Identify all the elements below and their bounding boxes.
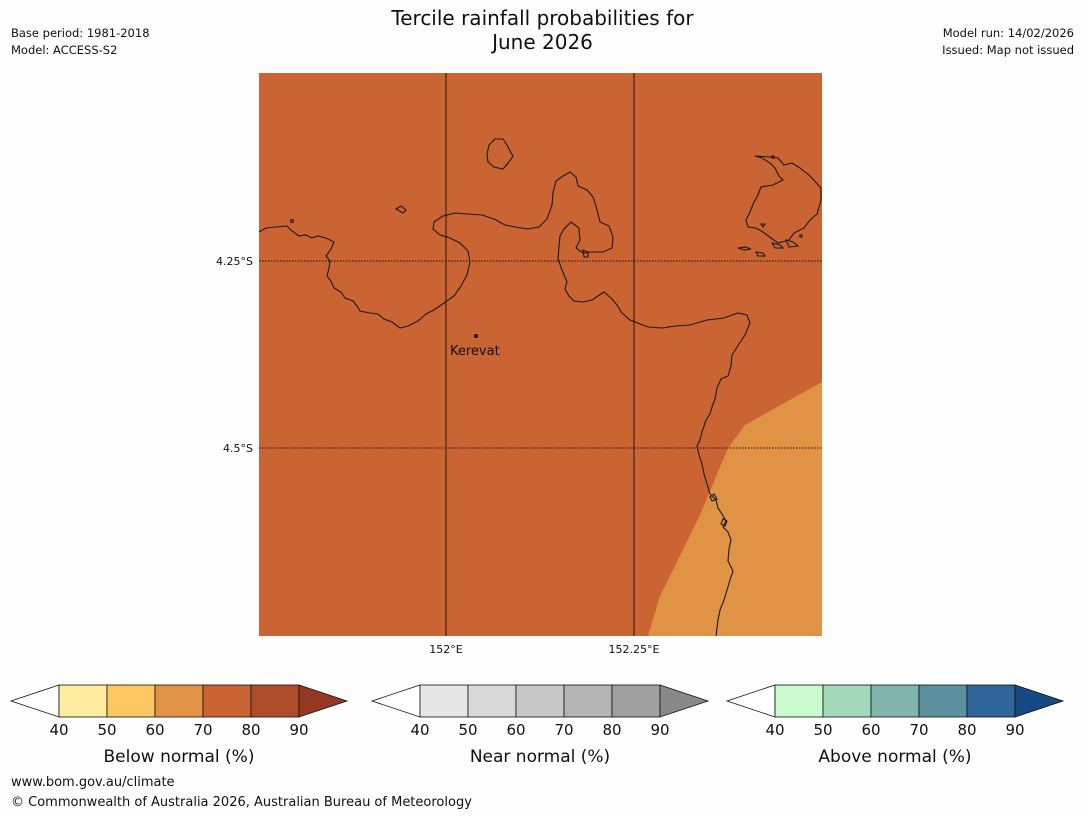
title-line-2: June 2026 [492, 30, 593, 54]
colorbar-segment [822, 684, 872, 718]
colorbar-tick-label: 70 [193, 721, 212, 739]
colorbar-segment [106, 684, 156, 718]
colorbar-segment [870, 684, 920, 718]
colorbar-segment [202, 684, 252, 718]
island-duke-of-york-3 [755, 251, 767, 257]
colorbar-tick-label: 40 [765, 721, 784, 739]
model-run-text: Model run: 14/02/2026 [942, 26, 1074, 40]
website-text: www.bom.gov.au/climate [11, 775, 175, 790]
colorbar-segment [419, 684, 469, 718]
map-title: Tercile rainfall probabilities for June … [0, 6, 1085, 54]
island-tiny-3 [709, 493, 718, 502]
colorbar-title: Near normal (%) [470, 747, 610, 767]
colorbar-tick-label: 80 [957, 721, 976, 739]
colorbar-tick-label: 90 [650, 721, 669, 739]
island-duke-of-york-4 [770, 242, 785, 249]
lon-label-152-25e: 152.25°E [609, 643, 660, 656]
colorbar-segment [467, 684, 517, 718]
below-normal-50-60-region [648, 382, 822, 636]
island-tiny-1 [759, 223, 767, 228]
colorbar-title: Above normal (%) [818, 747, 971, 767]
colorbar-1: 40 50 60 70 80 90 Below normal (%) [9, 684, 349, 767]
colorbar-under-triangle [725, 684, 776, 718]
island-tiny-4 [720, 518, 728, 527]
island-tiny-5 [290, 219, 294, 223]
lon-label-152e: 152°E [429, 643, 462, 656]
colorbar-title: Below normal (%) [104, 747, 255, 767]
lat-label-4-25s: 4.25°S [216, 255, 253, 268]
colorbar-segment [515, 684, 565, 718]
island-duke-of-york-2 [737, 246, 752, 251]
title-line-1: Tercile rainfall probabilities for [391, 6, 694, 30]
colorbar-over-triangle [659, 684, 710, 718]
island-small-west [394, 205, 407, 214]
colorbar-under-triangle [9, 684, 60, 718]
graticule [259, 73, 822, 636]
colorbar-segment [563, 684, 613, 718]
colorbar-tick-label: 50 [97, 721, 116, 739]
meta-left: Base period: 1981-2018 Model: ACCESS-S2 [11, 25, 150, 59]
island-duke-of-york-1 [745, 155, 822, 244]
kerevat-marker [474, 334, 478, 338]
colorbar-over-triangle [1014, 684, 1065, 718]
colorbar-tick-label: 70 [554, 721, 573, 739]
colorbar-tick-label: 70 [909, 721, 928, 739]
colorbar-tick-label: 50 [813, 721, 832, 739]
colorbar-segment [918, 684, 968, 718]
island-tiny-6 [799, 234, 803, 238]
meta-right: Model run: 14/02/2026 Issued: Map not is… [942, 25, 1074, 59]
island-north [486, 138, 514, 170]
colorbar-tick-label: 60 [861, 721, 880, 739]
lat-label-4-5s: 4.5°S [223, 442, 253, 455]
colorbar-over-triangle [298, 684, 349, 718]
issued-text: Issued: Map not issued [942, 43, 1074, 57]
colorbar-segment [58, 684, 108, 718]
model-text: Model: ACCESS-S2 [11, 43, 118, 57]
kerevat-label: Kerevat [450, 344, 500, 359]
island-tiny-7 [771, 155, 775, 159]
colorbar-tick-label: 80 [241, 721, 260, 739]
colorbars: 40 50 60 70 80 90 Below normal (%) 40 50 60 70 80 90… [9, 684, 1065, 767]
colorbar-segment [611, 684, 661, 718]
colorbar-tick-label: 40 [410, 721, 429, 739]
colorbar-segment [774, 684, 824, 718]
colorbar-3: 40 50 60 70 80 90 Above normal (%) [725, 684, 1065, 767]
colorbar-tick-label: 90 [289, 721, 308, 739]
colorbar-tick-label: 40 [49, 721, 68, 739]
map-area [259, 73, 822, 636]
colorbar-segment [250, 684, 300, 718]
colorbar-under-triangle [370, 684, 421, 718]
island-duke-of-york-5 [785, 239, 800, 248]
colorbar-2: 40 50 60 70 80 90 Near normal (%) [370, 684, 710, 767]
copyright-text: © Commonwealth of Australia 2026, Austra… [11, 795, 472, 810]
colorbar-tick-label: 50 [458, 721, 477, 739]
colorbar-segment [154, 684, 204, 718]
colorbar-tick-label: 80 [602, 721, 621, 739]
coastline-main [259, 171, 751, 636]
colorbar-tick-label: 60 [506, 721, 525, 739]
colorbar-segment [966, 684, 1016, 718]
colorbar-tick-label: 60 [145, 721, 164, 739]
base-period-text: Base period: 1981-2018 [11, 26, 150, 40]
colorbar-tick-label: 90 [1005, 721, 1024, 739]
coastline [259, 138, 822, 636]
island-tiny-2 [582, 249, 589, 258]
